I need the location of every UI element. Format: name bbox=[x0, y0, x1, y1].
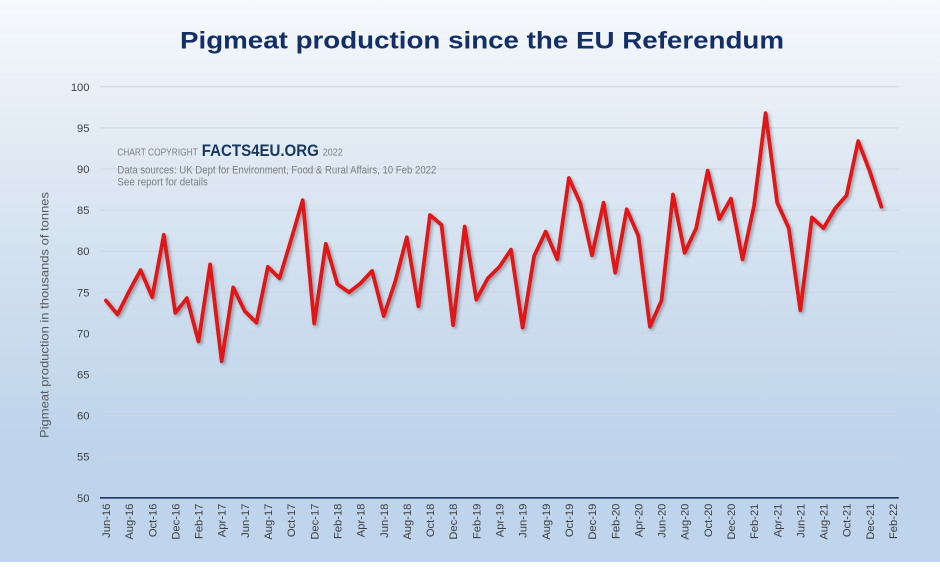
svg-text:Apr-17: Apr-17 bbox=[217, 504, 229, 538]
svg-text:Dec-20: Dec-20 bbox=[726, 504, 738, 540]
svg-text:Feb-21: Feb-21 bbox=[749, 504, 761, 539]
svg-text:Aug-16: Aug-16 bbox=[124, 504, 136, 540]
svg-text:Feb-18: Feb-18 bbox=[333, 504, 345, 539]
svg-text:80: 80 bbox=[77, 246, 89, 258]
svg-text:Feb-20: Feb-20 bbox=[610, 504, 622, 539]
svg-text:Dec-21: Dec-21 bbox=[865, 504, 877, 540]
svg-text:100: 100 bbox=[71, 82, 90, 94]
svg-text:FACTS4EU.ORG: FACTS4EU.ORG bbox=[202, 142, 319, 160]
svg-text:Dec-19: Dec-19 bbox=[587, 504, 599, 540]
svg-text:Aug-17: Aug-17 bbox=[263, 504, 275, 540]
svg-text:Feb-17: Feb-17 bbox=[194, 504, 206, 539]
svg-text:Data sources: UK Dept for Envi: Data sources: UK Dept for Environment, F… bbox=[117, 164, 436, 176]
svg-text:85: 85 bbox=[77, 205, 89, 217]
svg-text:Aug-21: Aug-21 bbox=[819, 504, 831, 540]
svg-text:90: 90 bbox=[77, 164, 89, 176]
svg-text:Jun-17: Jun-17 bbox=[240, 504, 252, 538]
svg-text:Oct-20: Oct-20 bbox=[703, 504, 715, 538]
svg-text:50: 50 bbox=[77, 493, 89, 505]
svg-text:Oct-21: Oct-21 bbox=[842, 504, 854, 538]
svg-text:Jun-21: Jun-21 bbox=[795, 504, 807, 538]
svg-text:Pigmeat production in thousand: Pigmeat production in thousands of tonne… bbox=[38, 192, 52, 438]
svg-text:Feb-19: Feb-19 bbox=[471, 504, 483, 539]
svg-text:75: 75 bbox=[77, 287, 89, 299]
svg-text:Pigmeat production since the E: Pigmeat production since the EU Referend… bbox=[180, 28, 784, 55]
svg-text:Aug-19: Aug-19 bbox=[541, 504, 553, 540]
svg-text:55: 55 bbox=[77, 452, 89, 464]
svg-text:Jun-19: Jun-19 bbox=[518, 504, 530, 538]
svg-text:Jun-20: Jun-20 bbox=[657, 504, 669, 538]
svg-text:CHART COPYRIGHT: CHART COPYRIGHT bbox=[117, 148, 198, 159]
svg-text:65: 65 bbox=[77, 370, 89, 382]
svg-text:Dec-17: Dec-17 bbox=[309, 504, 321, 540]
svg-text:Apr-19: Apr-19 bbox=[495, 504, 507, 538]
svg-text:Feb-22: Feb-22 bbox=[888, 504, 900, 539]
svg-text:Apr-21: Apr-21 bbox=[772, 504, 784, 538]
svg-text:95: 95 bbox=[77, 123, 89, 135]
svg-text:Jun-18: Jun-18 bbox=[379, 504, 391, 538]
svg-text:Aug-18: Aug-18 bbox=[402, 504, 414, 540]
svg-text:Aug-20: Aug-20 bbox=[680, 504, 692, 540]
svg-text:Oct-19: Oct-19 bbox=[564, 504, 576, 538]
svg-text:Oct-16: Oct-16 bbox=[147, 504, 159, 538]
svg-text:Apr-18: Apr-18 bbox=[356, 504, 368, 538]
svg-text:Dec-16: Dec-16 bbox=[170, 504, 182, 540]
svg-text:See report for details: See report for details bbox=[117, 177, 208, 189]
svg-text:Dec-18: Dec-18 bbox=[448, 504, 460, 540]
svg-text:60: 60 bbox=[77, 411, 89, 423]
svg-text:Jun-16: Jun-16 bbox=[101, 504, 113, 538]
svg-text:2022: 2022 bbox=[323, 148, 343, 159]
svg-text:Apr-20: Apr-20 bbox=[633, 504, 645, 538]
svg-text:70: 70 bbox=[77, 328, 89, 340]
svg-text:Oct-18: Oct-18 bbox=[425, 504, 437, 538]
svg-text:Oct-17: Oct-17 bbox=[286, 504, 298, 538]
